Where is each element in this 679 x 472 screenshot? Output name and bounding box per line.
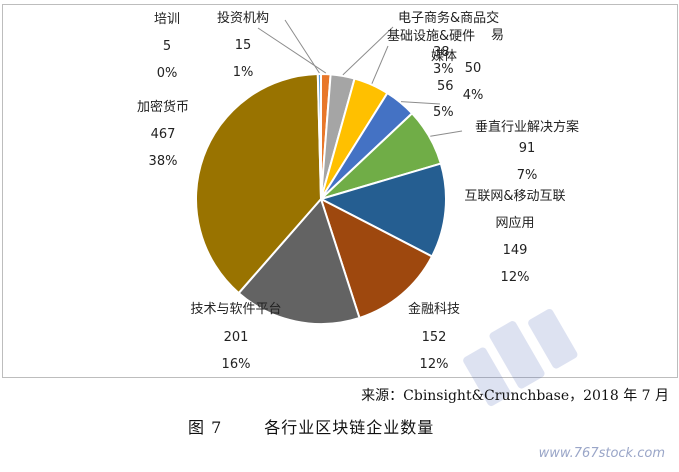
label-name: 金融科技 bbox=[408, 301, 460, 317]
label-tech-platform: 技术与软件平台 201 16% bbox=[190, 302, 281, 372]
label-value: 50 bbox=[465, 61, 482, 76]
label-name: 媒体 bbox=[431, 49, 457, 64]
label-crypto: 加密货币 467 38% bbox=[137, 99, 189, 169]
leader-line bbox=[430, 130, 463, 137]
figure-caption: 图 7 各行业区块链企业数量 bbox=[188, 414, 434, 438]
leader-line bbox=[342, 26, 394, 76]
pie-slice bbox=[316, 72, 322, 200]
label-name: 加密货币 bbox=[137, 99, 189, 115]
label-name: 培训 bbox=[154, 11, 180, 27]
label-investment: 投资机构 15 1% bbox=[217, 10, 269, 80]
label-ecommerce: 电子商务&商品交 易 38 3% bbox=[398, 10, 504, 77]
label-internet: 互联网&移动互联 网应用 149 12% bbox=[464, 189, 565, 285]
figure-number: 图 7 bbox=[188, 418, 223, 437]
label-percent: 38% bbox=[149, 154, 178, 169]
pie-slices bbox=[195, 72, 447, 325]
label-percent: 16% bbox=[222, 357, 251, 372]
leader-line bbox=[257, 27, 327, 74]
pie-slice bbox=[319, 196, 434, 320]
label-value: 5 bbox=[163, 39, 171, 54]
watermark-url: www.767stock.com bbox=[538, 446, 665, 461]
label-percent: 1% bbox=[233, 65, 254, 80]
leader-lines bbox=[257, 19, 463, 137]
label-name-tail: 易 bbox=[491, 28, 504, 43]
label-name: 投资机构 bbox=[217, 10, 269, 26]
label-value: 467 bbox=[151, 127, 176, 142]
watermark-logo bbox=[463, 308, 578, 407]
label-name: 技术与软件平台 bbox=[190, 302, 281, 317]
label-value: 91 bbox=[519, 141, 536, 156]
leader-line bbox=[284, 19, 320, 74]
label-value: 15 bbox=[235, 38, 252, 53]
label-name: 基础设施&硬件 bbox=[387, 29, 475, 44]
label-percent: 0% bbox=[157, 66, 178, 81]
label-name: 垂直行业解决方案 bbox=[475, 119, 579, 135]
label-percent: 12% bbox=[420, 357, 449, 372]
label-value: 56 bbox=[437, 79, 454, 94]
label-value: 38 bbox=[433, 45, 450, 60]
chart-frame bbox=[2, 4, 678, 378]
leader-line bbox=[371, 45, 389, 84]
label-infrastructure: 基础设施&硬件 56 5% bbox=[387, 29, 475, 120]
label-media: 媒体 50 4% bbox=[431, 49, 483, 103]
label-name-line2: 网应用 bbox=[495, 215, 534, 231]
label-vertical-solutions: 垂直行业解决方案 91 7% bbox=[475, 119, 579, 183]
label-training: 培训 5 0% bbox=[154, 11, 180, 81]
figure-title: 各行业区块链企业数量 bbox=[264, 418, 435, 437]
label-percent: 3% bbox=[433, 62, 454, 77]
label-value: 152 bbox=[422, 330, 447, 345]
label-percent: 4% bbox=[463, 88, 484, 103]
label-value: 149 bbox=[503, 243, 528, 258]
label-name-line1: 互联网&移动互联 bbox=[464, 189, 565, 204]
pie-slice bbox=[237, 197, 361, 325]
label-fintech: 金融科技 152 12% bbox=[408, 301, 460, 372]
label-percent: 12% bbox=[501, 270, 530, 285]
pie-slice bbox=[195, 73, 323, 295]
leader-line bbox=[400, 101, 441, 105]
label-name: 电子商务&商品交 bbox=[398, 10, 499, 26]
label-value: 201 bbox=[224, 330, 249, 345]
source-note: 来源：Cbinsight&Crunchbase，2018 年 7 月 bbox=[361, 388, 669, 404]
label-percent: 7% bbox=[517, 168, 538, 183]
pie-slice bbox=[318, 162, 447, 258]
label-percent: 5% bbox=[433, 105, 454, 120]
